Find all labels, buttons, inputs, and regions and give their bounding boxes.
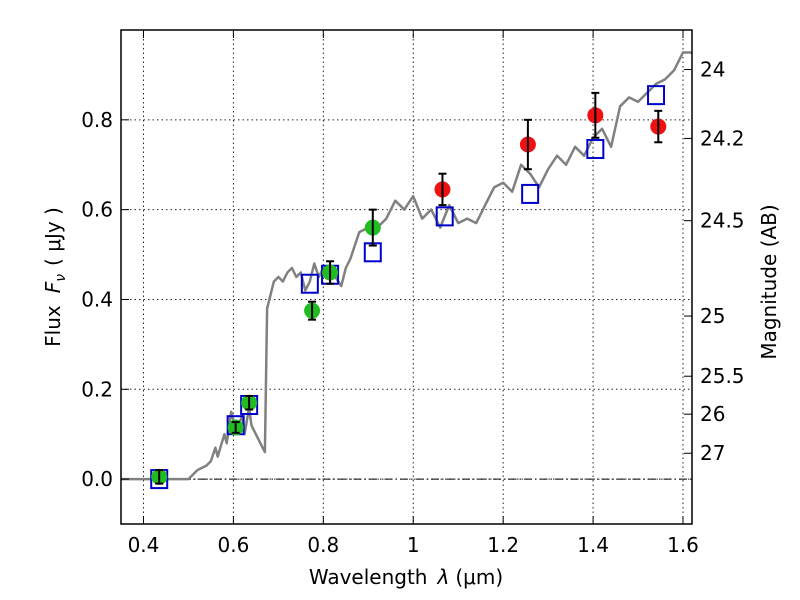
- y-tick-label: 0.2: [81, 377, 113, 401]
- x-tick-label: 1.2: [487, 533, 519, 557]
- model-point: [435, 206, 454, 227]
- axis-ticks: [121, 30, 692, 524]
- model-point: [521, 183, 540, 204]
- x-tick-label: 0.4: [128, 533, 160, 557]
- model-point: [300, 273, 319, 294]
- model-point: [647, 85, 666, 106]
- x-axis-label: Wavelength λ (μm): [309, 565, 503, 589]
- x-tick-labels: 0.4 0.6 0.8 1 1.2 1.4 1.6: [128, 533, 699, 557]
- plot-frame: [120, 29, 693, 525]
- magnitude-tick-label: 24.5: [700, 209, 745, 233]
- y-tick-label: 0.0: [81, 467, 113, 491]
- y-tick-label: 0.4: [81, 287, 113, 311]
- magnitude-tick-label: 25.5: [700, 364, 745, 388]
- y-tick-label: 0.8: [81, 108, 113, 132]
- x-tick-label: 1.4: [577, 533, 609, 557]
- optical-points-group: [151, 208, 381, 485]
- magnitude-tick-label: 26: [700, 402, 725, 426]
- magnitude-tick-label: 24.2: [700, 126, 745, 150]
- x-tick-label: 0.6: [217, 533, 249, 557]
- magnitude-tick-labels: 24 24.2 24.5 25 25.5 26 27: [700, 58, 745, 466]
- magnitude-axis-label: Magnitude (AB): [757, 204, 781, 359]
- y-tick-labels: 0.0 0.2 0.4 0.6 0.8: [81, 108, 113, 491]
- template-spectrum-line: [121, 51, 692, 481]
- magnitude-tick-label: 27: [700, 441, 725, 465]
- x-tick-label: 1.6: [667, 533, 699, 557]
- magnitude-tick-label: 24: [700, 58, 725, 82]
- model-point: [586, 139, 605, 160]
- x-tick-label: 0.8: [307, 533, 339, 557]
- y-tick-label: 0.6: [81, 198, 113, 222]
- magnitude-tick-label: 25: [700, 304, 725, 328]
- nir-points-group: [434, 91, 667, 207]
- grid: [121, 30, 692, 524]
- template-spectrum-group: [121, 51, 692, 481]
- y-axis-label: FluxFν( μJy ): [41, 207, 69, 347]
- x-tick-label: 1: [407, 533, 420, 557]
